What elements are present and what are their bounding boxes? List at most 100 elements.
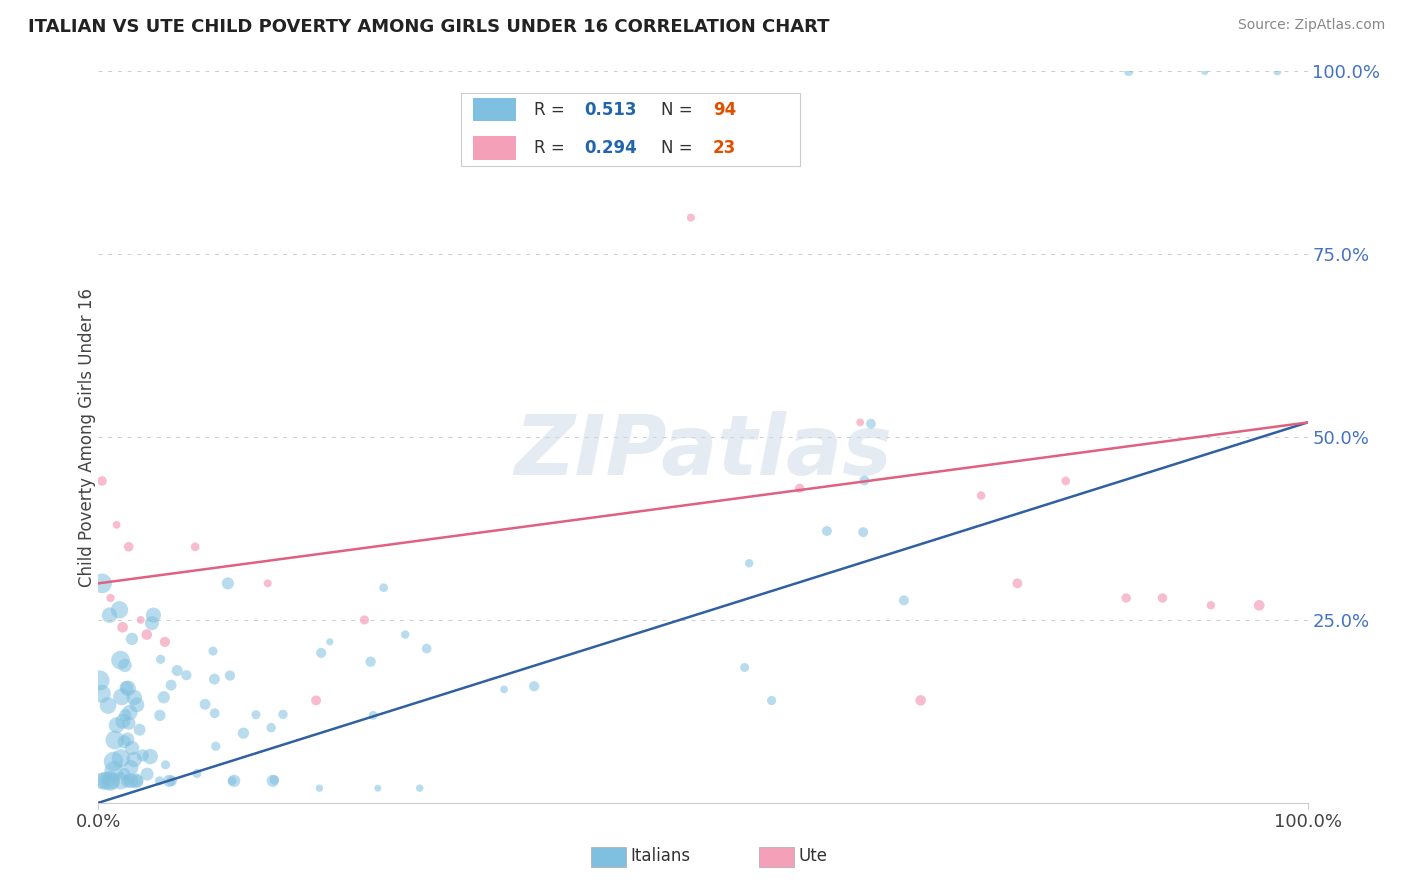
Point [859,417,882,431]
Point [152,690,174,705]
Point [1007,576,1029,591]
Text: Ute: Ute [799,847,828,865]
Point [110,751,132,765]
Point [94,773,117,788]
Point [141,616,163,631]
Point [100,591,122,605]
Point [110,690,132,704]
Point [217,576,239,591]
Point [492,682,515,697]
Point [91,773,114,788]
Point [260,721,283,735]
Point [125,698,148,712]
Point [245,707,267,722]
Point [271,707,294,722]
Point [129,613,152,627]
Text: R =: R = [534,139,569,157]
Point [114,708,136,723]
Point [415,641,437,656]
Y-axis label: Child Poverty Among Girls Under 16: Child Poverty Among Girls Under 16 [79,287,96,587]
Point [319,634,342,648]
Point [132,748,155,763]
Point [815,524,838,538]
Text: ZIPatlas: ZIPatlas [515,411,891,492]
Point [373,581,395,595]
Point [89,673,111,688]
Point [128,723,150,737]
Point [118,706,141,720]
Point [910,693,932,707]
Point [117,681,139,696]
Text: ITALIAN VS UTE CHILD POVERTY AMONG GIRLS UNDER 16 CORRELATION CHART: ITALIAN VS UTE CHILD POVERTY AMONG GIRLS… [28,18,830,36]
Point [1194,64,1216,78]
Point [176,668,198,682]
Point [118,716,141,731]
Point [1267,64,1289,78]
Point [221,773,243,788]
Point [166,664,188,678]
Point [353,613,375,627]
Point [219,668,242,682]
Point [194,698,217,712]
Point [100,773,122,788]
Point [761,693,783,707]
Text: 0.513: 0.513 [585,101,637,119]
Point [121,741,143,756]
Point [738,556,761,570]
Point [263,772,285,787]
Text: 0.294: 0.294 [585,139,637,157]
Point [149,708,172,723]
Point [789,481,811,495]
Point [117,732,139,747]
Point [91,576,114,591]
Point [111,714,134,729]
Point [112,735,135,749]
Point [135,627,157,641]
Point [108,603,131,617]
Text: Italians: Italians [630,847,690,865]
Point [853,474,876,488]
Point [122,752,145,766]
Point [153,635,176,649]
Point [136,767,159,781]
Point [970,489,993,503]
Point [184,540,207,554]
FancyBboxPatch shape [474,136,516,160]
Point [1249,599,1271,613]
Point [142,608,165,623]
Point [160,773,183,788]
Point [305,693,328,707]
Text: N =: N = [661,139,697,157]
Point [224,773,246,788]
Point [90,687,112,701]
Point [367,781,389,796]
Point [308,781,330,796]
Point [1199,599,1222,613]
Point [114,658,136,673]
Text: R =: R = [534,101,569,119]
FancyBboxPatch shape [461,94,800,167]
Point [120,760,142,774]
Point [204,672,226,686]
Point [409,781,432,796]
Point [157,773,180,788]
FancyBboxPatch shape [474,98,516,121]
Point [232,726,254,740]
Text: N =: N = [661,101,697,119]
Point [155,757,177,772]
Point [849,416,872,430]
Point [1118,64,1140,78]
Point [98,773,121,788]
Point [523,679,546,693]
Point [110,773,132,788]
Point [122,690,145,705]
Point [361,708,384,723]
Point [149,652,172,666]
Point [1115,591,1137,605]
Point [734,660,756,674]
Point [118,540,141,554]
Point [121,632,143,646]
Point [117,773,139,788]
Point [120,773,142,788]
Point [852,525,875,540]
